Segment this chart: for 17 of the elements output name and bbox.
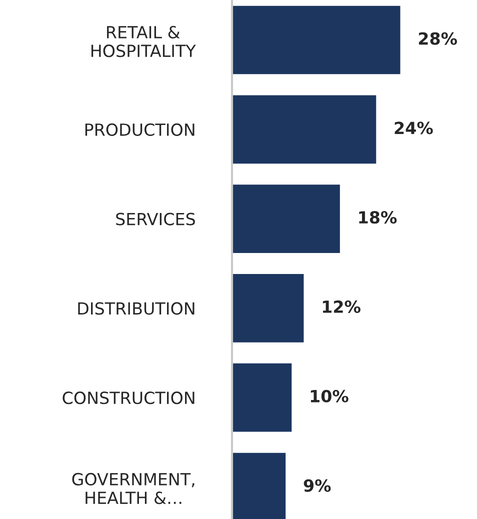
bar bbox=[232, 272, 306, 344]
data-label: 28% bbox=[418, 32, 457, 45]
bar bbox=[232, 362, 294, 434]
y-tick-label: GOVERNMENT, HEALTH &… bbox=[72, 472, 194, 504]
data-label: 12% bbox=[322, 300, 360, 314]
data-label: 9% bbox=[304, 479, 331, 492]
y-tick-label: RETAIL & HOSPITALITY bbox=[91, 26, 196, 58]
y-tick-label: DISTRIBUTION bbox=[78, 302, 194, 315]
y-tick-label: SERVICES bbox=[116, 212, 195, 226]
y-tick-label: CONSTRUCTION bbox=[62, 392, 194, 404]
data-label: 10% bbox=[310, 390, 348, 402]
data-label: 24% bbox=[394, 122, 433, 134]
y-tick-label: PRODUCTION bbox=[85, 123, 194, 136]
bar bbox=[232, 94, 378, 165]
bar bbox=[232, 4, 402, 76]
data-label: 18% bbox=[359, 211, 397, 224]
bar bbox=[232, 183, 342, 254]
